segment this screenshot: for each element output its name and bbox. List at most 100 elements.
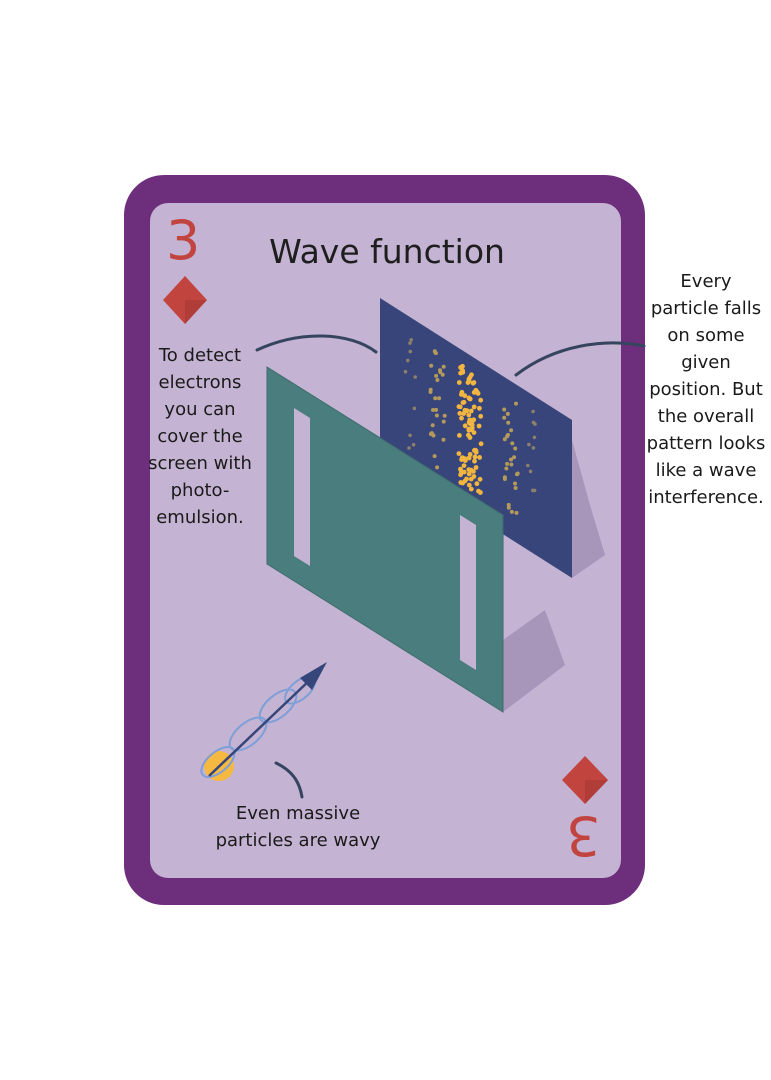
- rank-top: 3: [166, 209, 201, 272]
- particle-hit-dot: [440, 372, 445, 377]
- particle-hit-dot: [429, 363, 434, 368]
- particle-hit-dot: [476, 423, 482, 429]
- particle-hit-dot: [468, 408, 474, 414]
- particle-hit-dot: [460, 400, 466, 405]
- particle-hit-dot: [509, 428, 514, 433]
- particle-hit-dot: [434, 413, 439, 418]
- particle-hit-dot: [502, 415, 507, 420]
- particle-hit-dot: [457, 433, 462, 438]
- particle-hit-dot: [526, 463, 530, 468]
- plate-shadow: [503, 610, 565, 712]
- arrow-head-icon: [300, 662, 327, 690]
- particle-hit-dot: [472, 458, 477, 464]
- particle-hit-dot: [408, 349, 413, 354]
- particle-hit-dot: [531, 409, 535, 414]
- particle-hit-dot: [471, 404, 477, 410]
- particle-hit-dot: [430, 423, 435, 428]
- particle-hit-dot: [515, 471, 520, 476]
- particle-hit-dot: [531, 446, 536, 450]
- diamond-shadow: [585, 780, 608, 804]
- particle-hit-dot: [413, 375, 418, 379]
- particle-hit-dot: [512, 455, 517, 460]
- particle-hit-dot: [472, 454, 478, 460]
- particle-hit-dot: [458, 480, 464, 485]
- particle-hit-dot: [459, 457, 464, 462]
- particle-hit-dot: [466, 376, 472, 382]
- particle-hit-dot: [431, 408, 435, 412]
- particle-hit-dot: [469, 425, 475, 431]
- particle-hit-dot: [477, 476, 483, 482]
- particle-hit-dot: [438, 370, 443, 375]
- particle-hit-dot: [513, 486, 518, 490]
- particle-hit-dot: [510, 441, 515, 446]
- particle-hit-dot: [408, 341, 412, 345]
- particle-hit-dot: [433, 396, 438, 401]
- particle-hit-dot: [505, 411, 510, 416]
- annotation-left: To detect electrons you can cover the sc…: [148, 345, 252, 528]
- particle-hit-dot: [531, 488, 535, 493]
- particle-hit-dot: [513, 446, 518, 451]
- particle-hit-dot: [502, 407, 507, 412]
- particle-hit-dot: [462, 407, 468, 413]
- particle-hit-dot: [513, 481, 517, 486]
- particle-hit-pattern: [403, 338, 537, 515]
- leader-line-right: [514, 341, 646, 377]
- particle-hit-dot: [506, 505, 511, 510]
- particle-hit-dot: [474, 389, 480, 394]
- particle-hit-dot: [441, 364, 446, 369]
- particle-hit-dot: [533, 422, 537, 426]
- particle-hit-dot: [459, 415, 464, 421]
- particle-hit-dot: [470, 380, 476, 386]
- particle-hit-dot: [502, 475, 507, 480]
- particle-hit-dot: [477, 455, 482, 460]
- particle-hit-dot: [467, 452, 473, 457]
- particle-hit-dot: [504, 466, 509, 471]
- particle-hit-dot: [432, 454, 437, 459]
- particle-hit-dot: [458, 370, 463, 376]
- particle-hit-dot: [514, 510, 519, 515]
- particle-hit-dot: [456, 451, 462, 456]
- screen-shadow: [572, 440, 605, 578]
- particle-hit-dot: [403, 369, 408, 374]
- card-title: Wave function: [269, 232, 505, 271]
- particle-hit-dot: [433, 351, 438, 356]
- slit: [460, 515, 476, 670]
- particle-hit-dot: [471, 430, 477, 435]
- annotation-right: Every particle falls on some given posit…: [646, 271, 766, 508]
- particle-hit-dot: [429, 431, 434, 436]
- particle-hit-dot: [514, 401, 518, 406]
- particle-hit-dot: [509, 509, 514, 514]
- particle-hit-dot: [457, 411, 463, 416]
- particle-hit-dot: [428, 390, 433, 394]
- particle-hit-dot: [467, 421, 473, 427]
- particle-hit-dot: [459, 389, 465, 395]
- particle-hit-dot: [409, 338, 414, 342]
- particle-hit-dot: [468, 486, 474, 492]
- particle-hit-dot: [441, 419, 446, 424]
- particle-hit-dot: [466, 482, 472, 488]
- particle-hit-dot: [471, 469, 476, 474]
- particle-hit-dot: [506, 432, 510, 437]
- particle-hit-dot: [506, 420, 511, 425]
- particle-hit-dot: [466, 471, 472, 477]
- propagation-arrow-shaft: [208, 677, 313, 777]
- particle-hit-dot: [412, 406, 417, 411]
- slit: [294, 408, 310, 566]
- leader-line-bottom: [274, 761, 304, 799]
- particle-hit-dot: [462, 393, 468, 399]
- particle-hit-dot: [478, 397, 484, 403]
- particle-hit-dot: [474, 481, 480, 487]
- particle-hit-dot: [411, 442, 416, 447]
- particle-hit-dot: [502, 437, 507, 442]
- particle-hit-dot: [442, 413, 447, 418]
- particle-hit-dot: [467, 396, 472, 402]
- particle-hit-dot: [506, 502, 511, 507]
- particle-hit-dot: [532, 435, 537, 440]
- particle-hit-dot: [435, 378, 440, 382]
- particle-hit-dot: [461, 463, 467, 468]
- particle-hit-dot: [472, 447, 478, 453]
- particle-hit-dot: [437, 396, 442, 401]
- particle-hit-dot: [408, 433, 412, 438]
- particle-hit-dot: [462, 423, 468, 429]
